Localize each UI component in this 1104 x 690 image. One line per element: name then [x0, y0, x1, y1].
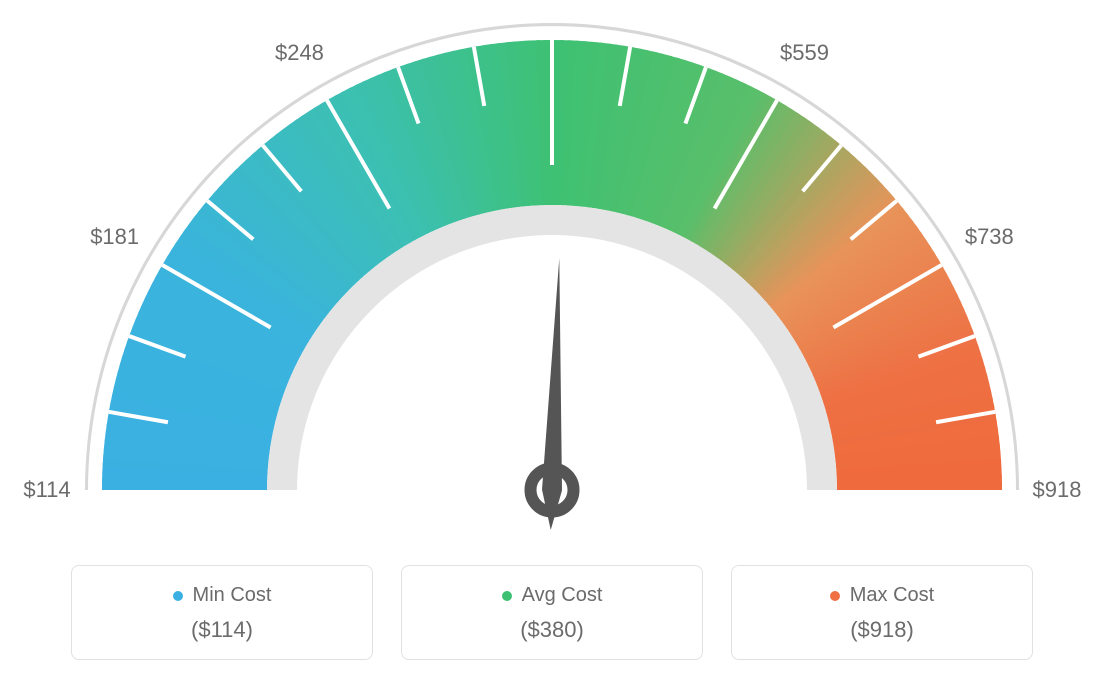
legend-value-min: ($114) [72, 617, 372, 643]
legend-dot-max [830, 591, 840, 601]
gauge-needle [542, 258, 562, 530]
legend-value-max: ($918) [732, 617, 1032, 643]
legend-title-avg: Avg Cost [502, 584, 603, 607]
legend-label-avg: Avg Cost [522, 584, 603, 607]
legend-label-min: Min Cost [193, 584, 272, 607]
legend-dot-avg [502, 591, 512, 601]
gauge-tick-label: $181 [90, 224, 139, 250]
legend-row: Min Cost ($114) Avg Cost ($380) Max Cost… [0, 565, 1104, 660]
legend-value-avg: ($380) [402, 617, 702, 643]
gauge-tick-label: $738 [965, 224, 1014, 250]
chart-container: $114$181$248$380$559$738$918 Min Cost ($… [0, 0, 1104, 690]
legend-dot-min [173, 591, 183, 601]
legend-card-min: Min Cost ($114) [71, 565, 373, 660]
legend-title-max: Max Cost [830, 584, 934, 607]
legend-card-avg: Avg Cost ($380) [401, 565, 703, 660]
gauge-tick-label: $248 [275, 40, 324, 66]
gauge-tick-label: $114 [23, 477, 70, 503]
gauge-tick-label: $918 [1033, 477, 1082, 503]
legend-title-min: Min Cost [173, 584, 272, 607]
legend-label-max: Max Cost [850, 584, 934, 607]
gauge-svg [0, 0, 1104, 560]
gauge-area: $114$181$248$380$559$738$918 [0, 0, 1104, 560]
gauge-tick-label: $559 [780, 40, 829, 66]
legend-card-max: Max Cost ($918) [731, 565, 1033, 660]
